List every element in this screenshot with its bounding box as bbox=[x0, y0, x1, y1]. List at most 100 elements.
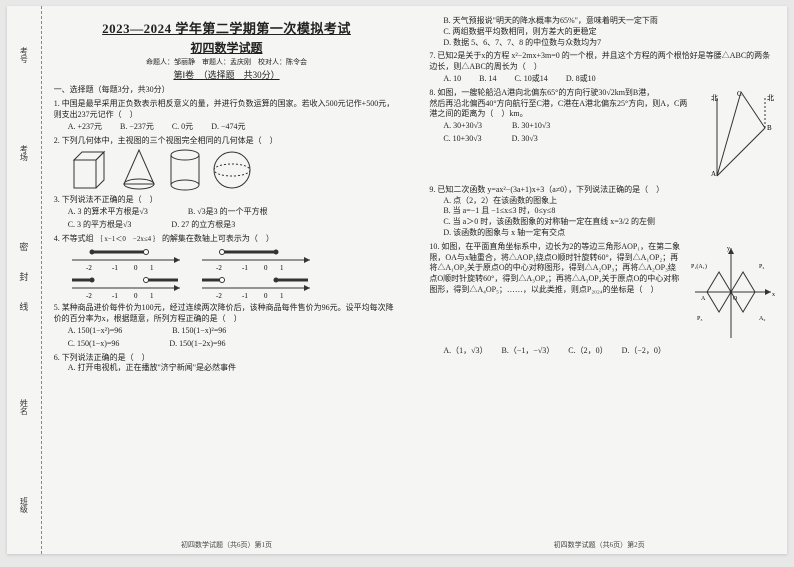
svg-text:-1: -1 bbox=[242, 292, 248, 300]
svg-text:1: 1 bbox=[280, 264, 284, 272]
q6-opt-a: A. 打开电视机，正在播放"济宁新闻"是必然事件 bbox=[68, 363, 400, 374]
svg-text:1: 1 bbox=[150, 292, 154, 300]
exam-title: 2023—2024 学年第二学期第一次模拟考试 bbox=[54, 20, 400, 38]
page-1: 2023—2024 学年第二学期第一次模拟考试 初四数学试题 命题人：邹丽静 审… bbox=[42, 6, 412, 554]
footer-left: 初四数学试题（共6页）第1页 bbox=[42, 541, 412, 550]
svg-text:O: O bbox=[733, 296, 738, 302]
rotation-diagram-icon: x y P₁(A₁) P₂ A₂ P₃ O A bbox=[687, 242, 775, 342]
q4-stem-b: ｛ x−1＜0 −2x≤4 ｝ bbox=[96, 235, 160, 243]
svg-text:P₁(A₁): P₁(A₁) bbox=[691, 263, 707, 270]
question-3: 3. 下列说法不正确的是（ ） A. 3 的算术平方根是√3 B. √3是3 的… bbox=[54, 195, 400, 230]
numberline-a-icon: -2 -1 0 1 bbox=[68, 246, 188, 272]
question-9: 9. 已知二次函数 y=ax²−(3a+1)x+3（a≠0），下列说法正确的是（… bbox=[429, 185, 775, 239]
q5-opt-c: C. 150(1−x)=96 bbox=[68, 339, 120, 350]
field-kaochang: 考场 bbox=[18, 145, 29, 161]
q5-stem: 5. 某种商品进价每件价为100元，经过连续两次降价后，该种商品每件售价为96元… bbox=[54, 303, 394, 323]
question-5: 5. 某种商品进价每件价为100元，经过连续两次降价后，该种商品每件售价为96元… bbox=[54, 303, 400, 349]
q1-opt-b: B. −237元 bbox=[120, 122, 154, 133]
svg-text:北: 北 bbox=[711, 94, 718, 102]
q7-opt-c: C. 10或14 bbox=[514, 74, 547, 85]
q8-opt-c: C. 10+30√3 bbox=[443, 134, 481, 145]
q6-opt-b: B. 天气预报说"明天的降水概率为65%"，意味着明天一定下雨 bbox=[443, 16, 775, 27]
numberline-d-icon: -2 -1 0 1 bbox=[198, 274, 318, 300]
q3-stem: 3. 下列说法不正确的是（ ） bbox=[54, 195, 158, 204]
q4-numberlines: -2 -1 0 1 -2 -1 0 1 bbox=[68, 246, 400, 272]
q4-numberlines-2: -2 -1 0 1 -2 -1 0 1 bbox=[68, 274, 400, 300]
svg-text:-1: -1 bbox=[112, 264, 118, 272]
bearing-diagram-icon: A B C 北 北 bbox=[697, 88, 775, 178]
q10-opt-d: D.（−2，0） bbox=[622, 346, 666, 357]
field-banji: 班级 bbox=[18, 497, 29, 513]
q9-opt-c: C. 当 a＞0 时，该函数图象的对称轴一定在直线 x=3/2 的左侧 bbox=[443, 217, 775, 228]
svg-text:x: x bbox=[772, 292, 775, 298]
footer-right: 初四数学试题（共6页）第2页 bbox=[411, 541, 787, 550]
q3-opt-a: A. 3 的算术平方根是√3 bbox=[68, 207, 148, 218]
question-4: 4. 不等式组 ｛ x−1＜0 −2x≤4 ｝ 的解集在数轴上可表示为（ ） -… bbox=[54, 234, 400, 301]
svg-text:B: B bbox=[767, 124, 772, 132]
svg-text:0: 0 bbox=[264, 292, 268, 300]
svg-text:-1: -1 bbox=[112, 292, 118, 300]
svg-text:-2: -2 bbox=[216, 264, 222, 272]
cone-icon bbox=[120, 148, 158, 192]
q5-opt-a: A. 150(1−x²)=96 bbox=[68, 326, 123, 337]
q8-opt-d: D. 30√3 bbox=[512, 134, 538, 145]
svg-text:-1: -1 bbox=[242, 264, 248, 272]
field-xingming: 姓名 bbox=[18, 399, 29, 415]
part-1-head: 一、选择题（每题3分，共30分） bbox=[54, 85, 400, 96]
q4-stem-c: 的解集在数轴上可表示为（ ） bbox=[162, 234, 274, 243]
q5-opt-b: B. 150(1−x)²=96 bbox=[172, 326, 226, 337]
svg-text:1: 1 bbox=[280, 292, 284, 300]
q10-opt-c: C.（2，0） bbox=[568, 346, 607, 357]
q6-opt-c: C. 两组数据平均数相同，则方差大的更稳定 bbox=[443, 27, 775, 38]
svg-text:-2: -2 bbox=[216, 292, 222, 300]
q9-stem: 9. 已知二次函数 y=ax²−(3a+1)x+3（a≠0），下列说法正确的是（… bbox=[429, 185, 664, 194]
svg-text:-2: -2 bbox=[86, 264, 92, 272]
q1-opt-a: A. +237元 bbox=[68, 122, 102, 133]
field-kaohao: 考号 bbox=[18, 47, 29, 63]
q3-opt-d: D. 27 的立方根是3 bbox=[171, 220, 235, 231]
question-1: 1. 中国是最早采用正负数表示相反意义的量，并进行负数运算的国家。若收入500元… bbox=[54, 99, 400, 132]
question-7: 7. 已知2是关于x的方程 x²−2mx+3m=0 的一个根，并且这个方程的两个… bbox=[429, 51, 775, 84]
q1-opt-c: C. 0元 bbox=[172, 122, 193, 133]
seal-line-label: 密 封 线 bbox=[17, 242, 30, 317]
q8-stem-b: 然后再沿北偏西40°方向航行至C港，C港在A港北偏东25°方向，则A，C两港之间… bbox=[429, 99, 687, 119]
prism-icon bbox=[68, 148, 110, 192]
q4-stem-a: 4. 不等式组 bbox=[54, 234, 94, 243]
binding-strip: 考号 考场 密 封 线 姓名 班级 bbox=[7, 6, 42, 554]
q2-stem: 2. 下列几何体中，主视图的三个视图完全相同的几何体是（ ） bbox=[54, 136, 278, 145]
sphere-icon bbox=[212, 148, 252, 192]
exam-subtitle: 初四数学试题 bbox=[54, 40, 400, 56]
q8-stem-a: 8. 如图，一艘轮船沿A港向北偏东65°的方向行驶30√2km到B港， bbox=[429, 88, 654, 97]
section-1-head: 第Ⅰ卷 （选择题 共30分） bbox=[54, 69, 400, 81]
q10-stem: 10. 如图，在平面直角坐标系中，边长为2的等边三角形AOP₁，在第二象限，OA… bbox=[429, 242, 680, 294]
q7-opt-b: B. 14 bbox=[479, 74, 496, 85]
page-2: B. 天气预报说"明天的降水概率为65%"，意味着明天一定下雨 C. 两组数据平… bbox=[411, 6, 787, 554]
svg-text:1: 1 bbox=[150, 264, 154, 272]
svg-text:A: A bbox=[711, 170, 716, 178]
svg-text:y: y bbox=[727, 246, 730, 252]
q9-opt-a: A. 点（2，2）在该函数的图象上 bbox=[443, 196, 775, 207]
numberline-b-icon: -2 -1 0 1 bbox=[198, 246, 318, 272]
q1-opt-d: D. −474元 bbox=[211, 122, 245, 133]
q9-opt-d: D. 该函数的图象与 x 轴一定有交点 bbox=[443, 228, 775, 239]
q3-opt-c: C. 3 的平方根是√3 bbox=[68, 220, 132, 231]
svg-text:P₃: P₃ bbox=[697, 316, 702, 322]
cylinder-icon bbox=[168, 148, 202, 192]
q3-opt-b: B. √3是3 的一个平方根 bbox=[188, 207, 268, 218]
svg-text:0: 0 bbox=[134, 292, 138, 300]
svg-text:0: 0 bbox=[264, 264, 268, 272]
q7-opt-d: D. 8或10 bbox=[566, 74, 596, 85]
q7-opt-a: A. 10 bbox=[443, 74, 461, 85]
q10-opt-a: A.（1，√3） bbox=[443, 346, 487, 357]
q1-stem: 1. 中国是最早采用正负数表示相反意义的量，并进行负数运算的国家。若收入500元… bbox=[54, 99, 395, 119]
q7-stem: 7. 已知2是关于x的方程 x²−2mx+3m=0 的一个根，并且这个方程的两个… bbox=[429, 51, 770, 71]
q6-stem: 6. 下列说法正确的是（ ） bbox=[54, 353, 150, 362]
exam-paper: 考号 考场 密 封 线 姓名 班级 2023—2024 学年第二学期第一次模拟考… bbox=[7, 6, 787, 554]
svg-text:A: A bbox=[701, 296, 706, 302]
q5-opt-d: D. 150(1−2x)=96 bbox=[169, 339, 225, 350]
svg-text:P₂: P₂ bbox=[759, 264, 764, 270]
svg-text:A₂: A₂ bbox=[759, 316, 765, 322]
svg-text:0: 0 bbox=[134, 264, 138, 272]
question-8: A B C 北 北 8. 如图，一艘轮船沿A港向北偏东65°的方向行驶30√2k… bbox=[429, 88, 775, 182]
svg-text:北: 北 bbox=[767, 94, 774, 102]
